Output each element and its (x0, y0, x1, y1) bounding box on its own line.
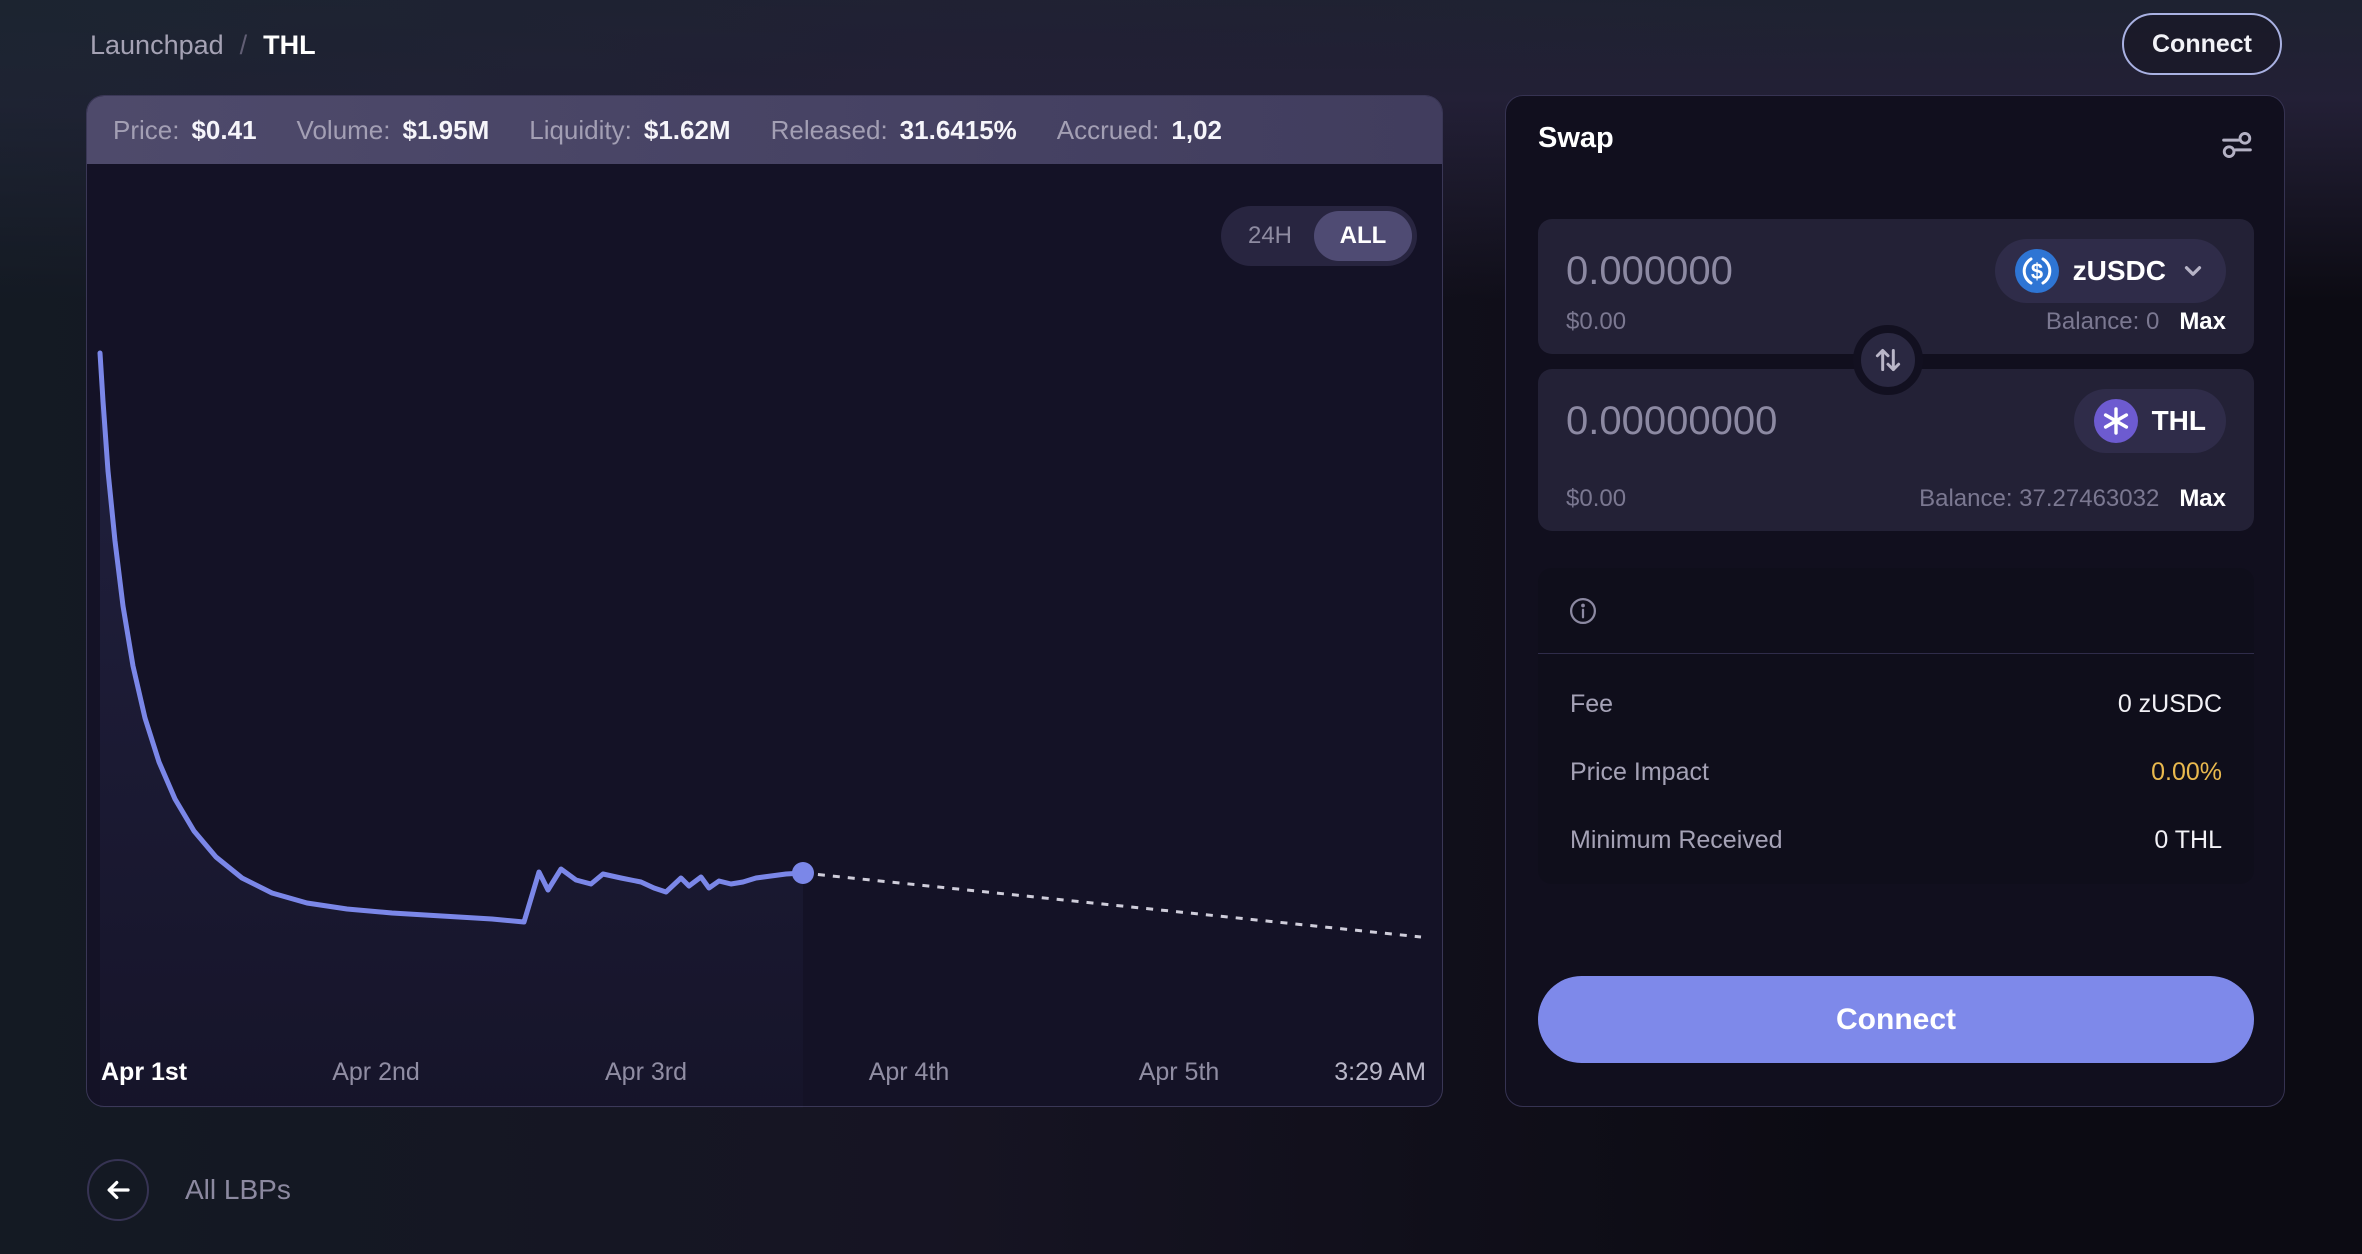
from-amount-input[interactable] (1566, 248, 1986, 294)
breadcrumb-launchpad[interactable]: Launchpad (90, 30, 224, 60)
price-line (97, 350, 806, 925)
stat-accrued-label: Accrued: (1056, 114, 1160, 145)
chart-panel: Price: $0.41 Volume: $1.95M Liquidity: $… (86, 95, 1443, 1108)
range-option-all[interactable]: ALL (1314, 211, 1412, 261)
stat-price: Price: $0.41 (113, 115, 257, 146)
projection-line (802, 871, 1422, 939)
stat-price-value: $0.41 (191, 114, 257, 145)
chevron-down-icon (2180, 258, 2206, 284)
stat-accrued: Accrued: 1,02 (1057, 115, 1222, 146)
range-option-24h[interactable]: 24H (1247, 222, 1293, 249)
swap-details-card: Fee 0 zUSDC Price Impact 0.00% Minimum R… (1538, 568, 2254, 884)
stat-volume-value: $1.95M (402, 114, 490, 145)
to-amount-input[interactable] (1566, 398, 1986, 444)
to-max-button[interactable]: Max (2179, 485, 2226, 512)
swap-detail-rows: Fee 0 zUSDC Price Impact 0.00% Minimum R… (1538, 654, 2254, 874)
fee-label: Fee (1570, 689, 1614, 718)
stat-released-label: Released: (770, 114, 888, 145)
stat-volume: Volume: $1.95M (297, 115, 490, 146)
price-area (100, 353, 803, 1108)
swap-direction-button[interactable] (1853, 325, 1923, 395)
swap-arrows-icon (1871, 343, 1905, 377)
from-balance: Balance: 0 (2045, 308, 2160, 335)
price-impact-value: 0.00% (2151, 757, 2222, 786)
stats-bar: Price: $0.41 Volume: $1.95M Liquidity: $… (87, 96, 1442, 164)
x-tick-current-time: 3:29 AM (1334, 1058, 1426, 1086)
from-token-symbol: zUSDC (2072, 255, 2166, 286)
stats-overflow-fade (1312, 96, 1442, 164)
swap-info-row (1538, 568, 2254, 654)
chart-x-axis: Apr 1st Apr 2nd Apr 3rd Apr 4th Apr 5th … (101, 1058, 1426, 1090)
minimum-received-row: Minimum Received 0 THL (1570, 806, 2222, 874)
price-impact-label: Price Impact (1570, 757, 1709, 786)
minimum-received-value: 0 THL (2154, 825, 2222, 854)
fee-value: 0 zUSDC (2117, 689, 2222, 718)
breadcrumb: Launchpad / THL (90, 30, 316, 61)
stat-liquidity-label: Liquidity: (529, 114, 632, 145)
to-usd-value: $0.00 (1566, 485, 1627, 512)
thl-token-icon (2093, 399, 2138, 443)
stat-price-label: Price: (113, 114, 180, 145)
stat-volume-label: Volume: (296, 114, 391, 145)
swap-settings-icon[interactable] (2220, 128, 2254, 167)
zusdc-token-icon: $ (2014, 249, 2059, 293)
from-usd-value: $0.00 (1566, 308, 1627, 335)
current-price-dot (792, 862, 814, 884)
to-token-symbol: THL (2151, 405, 2206, 436)
swap-connect-button[interactable]: Connect (1538, 976, 2254, 1063)
all-lbps-link[interactable]: All LBPs (185, 1174, 291, 1205)
from-max-button[interactable]: Max (2179, 308, 2226, 335)
stat-released: Released: 31.6415% (771, 115, 1017, 146)
x-tick-apr1: Apr 1st (101, 1058, 188, 1086)
stat-liquidity: Liquidity: $1.62M (529, 115, 730, 146)
minimum-received-label: Minimum Received (1570, 825, 1783, 854)
back-button[interactable] (87, 1159, 149, 1221)
stat-released-value: 31.6415% (899, 114, 1017, 145)
x-tick-apr4: Apr 4th (868, 1058, 950, 1086)
from-token-selector[interactable]: $ zUSDC (1994, 239, 2226, 303)
stat-liquidity-value: $1.62M (643, 114, 731, 145)
fee-row: Fee 0 zUSDC (1570, 670, 2222, 738)
swap-panel: Swap $ zUS (1505, 95, 2285, 1107)
stat-accrued-value: 1,02 (1171, 114, 1222, 145)
swap-title: Swap (1538, 122, 1614, 154)
x-tick-apr5: Apr 5th (1138, 1058, 1220, 1086)
chart-range-toggle: 24H ALL (1221, 206, 1417, 266)
to-token-selector[interactable]: THL (2073, 389, 2226, 453)
back-arrow-icon (103, 1175, 133, 1205)
header-connect-button[interactable]: Connect (2122, 13, 2282, 75)
svg-text:$: $ (2031, 259, 2043, 284)
price-impact-row: Price Impact 0.00% (1570, 738, 2222, 806)
breadcrumb-current-token: THL (263, 30, 316, 60)
info-icon[interactable] (1568, 596, 1598, 626)
x-tick-apr2: Apr 2nd (332, 1058, 420, 1086)
to-balance: Balance: 37.27463032 (1919, 485, 2160, 512)
x-tick-apr3: Apr 3rd (605, 1058, 687, 1086)
breadcrumb-separator: / (239, 30, 248, 60)
